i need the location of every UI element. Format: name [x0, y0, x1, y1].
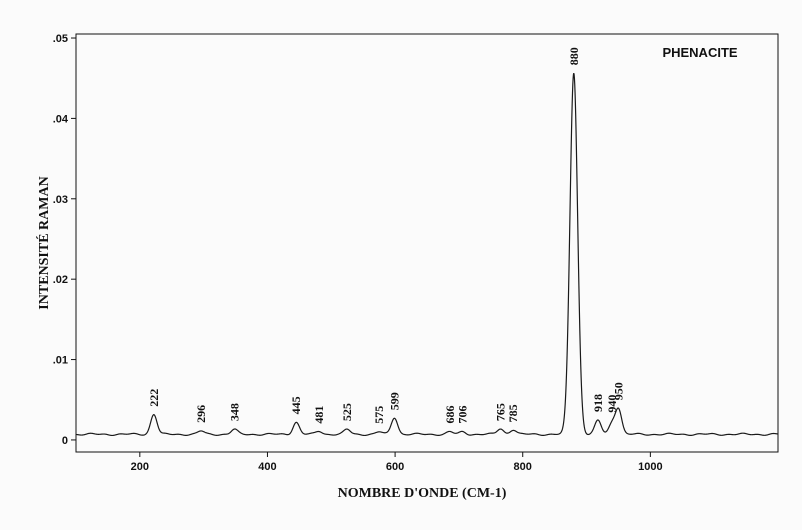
peak-label: 525 — [340, 403, 354, 421]
spectrum-line — [75, 73, 779, 437]
y-tick-label: .05 — [53, 33, 68, 45]
y-tick-label: .04 — [53, 113, 69, 125]
plot-frame — [75, 33, 779, 453]
x-tick-label: 400 — [258, 461, 276, 473]
peak-label: 706 — [456, 406, 470, 424]
peak-label: 940 — [605, 395, 619, 413]
chart-title: PHENACITE — [662, 45, 737, 60]
y-axis-title: INTENSITÉ RAMAN — [35, 176, 52, 309]
peak-label: 296 — [194, 405, 208, 423]
y-tick-label: .01 — [53, 355, 68, 367]
peak-label: 918 — [591, 394, 605, 412]
x-tick-label: 1000 — [638, 461, 662, 473]
peak-label: 599 — [388, 392, 402, 410]
peak-label: 348 — [227, 403, 241, 421]
x-axis-title: NOMBRE D'ONDE (CM-1) — [338, 486, 507, 501]
peak-label: 481 — [312, 406, 326, 424]
peak-label: 575 — [372, 406, 386, 424]
y-tick-label: .03 — [53, 194, 68, 206]
peak-label: 785 — [506, 404, 520, 422]
peak-label: 765 — [493, 403, 507, 421]
y-tick-label: 0 — [62, 435, 68, 447]
peak-label: 222 — [147, 389, 161, 407]
y-axis: 0 .01 .02 .03 .04 .05 — [53, 33, 76, 447]
peak-label: 950 — [612, 382, 626, 400]
y-tick-label: .02 — [53, 274, 68, 286]
x-tick-label: 200 — [131, 461, 149, 473]
x-tick-label: 600 — [386, 461, 404, 473]
x-tick-label: 800 — [514, 461, 532, 473]
peak-label: 445 — [289, 396, 303, 414]
x-axis: 200 400 600 800 1000 — [131, 452, 663, 473]
peak-label: 686 — [443, 406, 457, 424]
peak-label: 880 — [567, 47, 581, 65]
